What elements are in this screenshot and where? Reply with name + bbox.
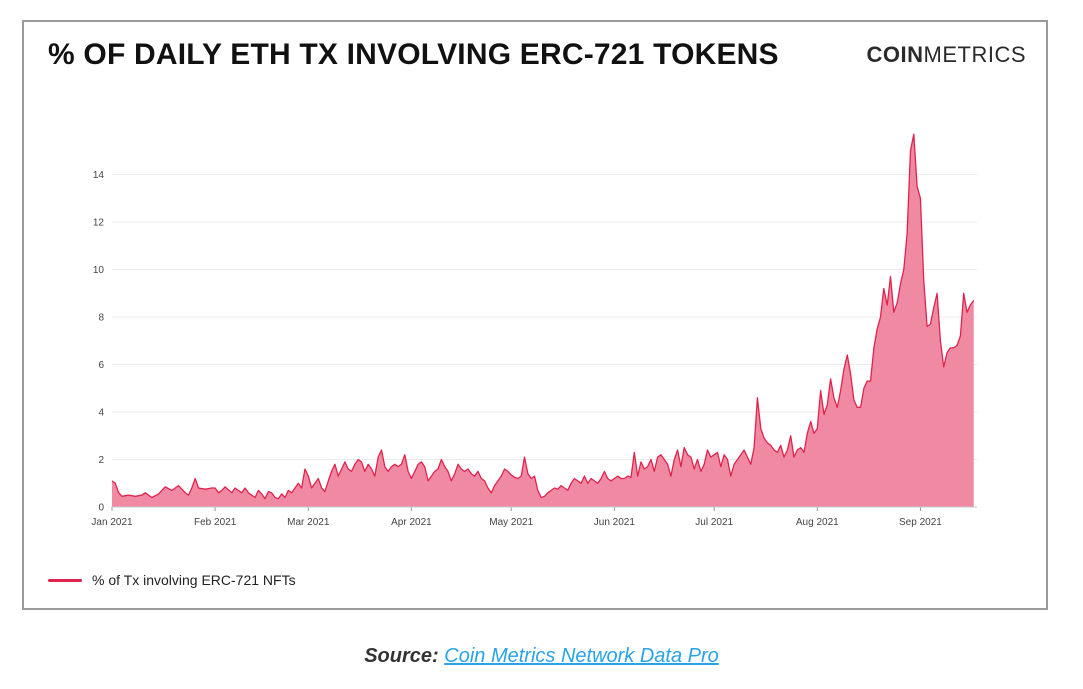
x-tick-label: Jun 2021 <box>594 517 636 528</box>
y-tick-label: 14 <box>93 170 105 181</box>
y-tick-label: 8 <box>98 313 104 324</box>
y-tick-label: 10 <box>93 265 105 276</box>
y-tick-label: 6 <box>98 360 104 371</box>
source-label: Source: <box>364 645 439 667</box>
legend[interactable]: % of Tx involving ERC-721 NFTs <box>48 572 296 588</box>
legend-swatch <box>48 578 82 582</box>
x-tick-label: Mar 2021 <box>287 517 330 528</box>
source-line: Source: Coin Metrics Network Data Pro <box>0 645 1083 668</box>
x-tick-label: Sep 2021 <box>899 517 942 528</box>
y-tick-label: 12 <box>93 218 105 229</box>
coinmetrics-logo: COINMETRICS <box>867 42 1027 68</box>
area-layer <box>111 133 975 507</box>
x-tick-label: Jan 2021 <box>91 517 133 528</box>
source-link[interactable]: Coin Metrics Network Data Pro <box>444 645 719 667</box>
y-tick-label: 0 <box>98 503 104 514</box>
logo-bold-text: COIN <box>866 42 924 67</box>
logo-light-text: METRICS <box>923 42 1026 67</box>
y-tick-label: 2 <box>98 455 104 466</box>
legend-label: % of Tx involving ERC-721 NFTs <box>92 572 296 588</box>
series-area-fill <box>112 134 974 507</box>
series-line <box>111 133 975 500</box>
y-tick-label: 4 <box>98 408 104 419</box>
x-tick-label: Aug 2021 <box>796 517 839 528</box>
x-tick-label: May 2021 <box>489 517 533 528</box>
x-tick-label: Jul 2021 <box>695 517 733 528</box>
x-tick-label: Apr 2021 <box>391 517 432 528</box>
chart-card: % OF DAILY ETH TX INVOLVING ERC-721 TOKE… <box>22 20 1048 610</box>
axis-layer: 0 2 4 6 8 10 12 14 Jan 2021 Feb 2021 Mar 2021 Apr 2… <box>91 170 977 528</box>
x-tick-label: Feb 2021 <box>194 517 237 528</box>
chart-title: % OF DAILY ETH TX INVOLVING ERC-721 TOKE… <box>48 38 779 71</box>
